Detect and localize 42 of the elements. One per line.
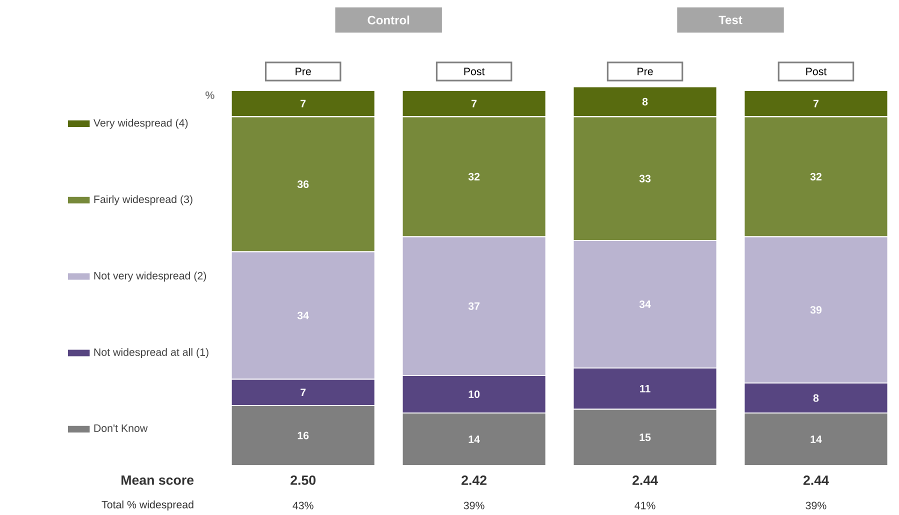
text: 39% [464, 502, 484, 510]
x-tick-label: Post [806, 68, 827, 76]
data-label: 7 [472, 100, 477, 108]
data-label: 39 [810, 306, 822, 314]
legend-label: Don't Know [94, 424, 148, 432]
legend-label: Not very widespread (2) [94, 272, 206, 282]
data-label: 7 [300, 388, 306, 396]
data-label: 8 [642, 98, 648, 106]
data-label: 8 [813, 394, 819, 402]
text: 43% [292, 502, 314, 510]
text: Total % widespread [102, 500, 194, 511]
data-label: 14 [468, 436, 480, 443]
data-label: 34 [297, 312, 309, 320]
data-label: 34 [639, 300, 651, 308]
text: Test [718, 16, 742, 24]
text: Control [368, 16, 410, 24]
text: 41% [634, 502, 656, 510]
data-label: 10 [468, 390, 480, 398]
data-label: 7 [813, 100, 818, 108]
data-label: 7 [300, 100, 306, 108]
data-label: 37 [468, 302, 480, 310]
data-label: 32 [810, 172, 822, 181]
data-label: 36 [297, 180, 309, 188]
text: 2.44 [803, 476, 829, 485]
y-axis-title: % [205, 91, 214, 99]
legend-label: Not widespread at all (1) [94, 348, 208, 358]
text: 39% [806, 502, 826, 510]
data-label: 14 [810, 436, 822, 443]
x-tick-label: Post [464, 68, 485, 76]
text: 2.50 [290, 476, 316, 485]
x-tick-label: Pre [296, 68, 311, 76]
text: 2.44 [632, 476, 658, 485]
legend-label: Very widespread (4) [93, 118, 188, 129]
data-label: 33 [639, 174, 651, 182]
data-label: 32 [468, 172, 480, 181]
legend-label: Fairly widespread (3) [94, 195, 192, 206]
text: 2.42 [462, 476, 487, 485]
data-label: 16 [298, 432, 309, 440]
data-label: 15 [640, 434, 651, 442]
x-tick-label: Pre [638, 68, 653, 76]
data-label: 11 [640, 385, 650, 392]
text: Mean score [122, 476, 194, 485]
